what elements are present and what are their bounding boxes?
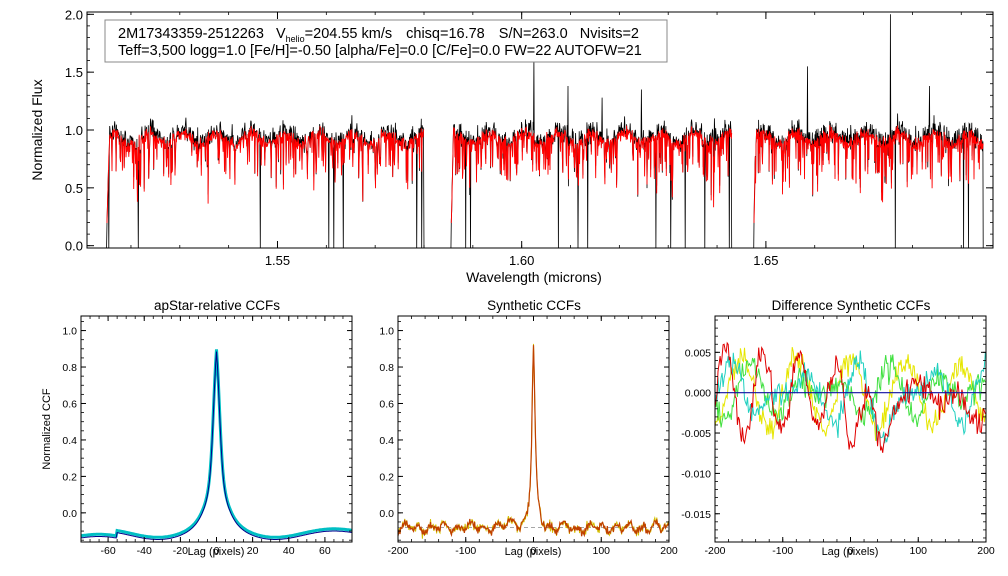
x-tick-label: -100 <box>455 545 476 557</box>
x-tick-label: -200 <box>387 545 408 557</box>
difference-ccf-plot-area <box>715 341 986 453</box>
x-tick-label: 40 <box>283 545 295 557</box>
y-tick-label: 0.4 <box>379 435 394 447</box>
y-tick-label: -0.010 <box>681 468 711 480</box>
x-tick-label: 0 <box>848 545 854 557</box>
vhelio-prefix: V <box>276 26 286 42</box>
y-tick-label: 0.5 <box>65 181 83 196</box>
spectrum-ticks: 1.55 1.60 1.65 0.0 0.5 1.0 1.5 2.0 <box>65 7 993 268</box>
synthetic-ccf-ticks: -200 -100 0 100 200 0.0 0.2 0.4 0.6 0.8 1.0 <box>379 316 678 557</box>
difference-ccf-title: Difference Synthetic CCFs <box>772 298 931 313</box>
x-tick-label: 1.65 <box>753 253 778 268</box>
vhelio-value: =204.55 km/s <box>305 26 392 42</box>
x-tick-label: 0 <box>531 545 537 557</box>
y-tick-label: 0.8 <box>379 362 394 374</box>
object-id: 2M17343359-2512263 <box>118 26 264 42</box>
nvisits-value: Nvisits=2 <box>580 26 639 42</box>
x-tick-label: 1.55 <box>265 253 290 268</box>
apstar-ccf-visit-line <box>80 349 353 539</box>
difference-ccf-axes-frame <box>714 315 987 543</box>
y-tick-label: 0.0 <box>379 508 394 520</box>
x-tick-label: 1.60 <box>509 253 534 268</box>
model-spectrum-chip-1 <box>106 125 425 223</box>
model-spectrum-chip-3 <box>753 125 984 223</box>
x-tick-label: 100 <box>592 545 610 557</box>
y-tick-label: 0.2 <box>62 471 77 483</box>
spectrum-ylabel: Normalized Flux <box>29 79 45 180</box>
synthetic-ccf-series <box>397 343 670 539</box>
x-tick-label: 0 <box>214 545 220 557</box>
apstar-ccf-series <box>80 349 353 540</box>
difference-ccf-ticks: -200 -100 0 100 200 0.005 0.000 -0.005 -0.010 -0.… <box>681 316 995 557</box>
y-tick-label: 0.0 <box>65 239 83 254</box>
x-tick-label: -100 <box>772 545 793 557</box>
spectrum-panel: 1.55 1.60 1.65 0.0 0.5 1.0 1.5 2.0 Wavelength (… <box>29 7 994 285</box>
synthetic-ccf-visit-2-line <box>397 345 670 538</box>
y-tick-label: 0.000 <box>685 388 711 400</box>
y-tick-label: 1.0 <box>379 326 394 338</box>
x-tick-label: -40 <box>137 545 152 557</box>
info-box <box>104 19 668 63</box>
difference-ccf-panel: Difference Synthetic CCFs -200 -100 0 100 20… <box>681 298 995 558</box>
x-tick-label: 200 <box>660 545 678 557</box>
spectrum-plot-area <box>106 14 984 248</box>
y-tick-label: 0.8 <box>62 362 77 374</box>
y-tick-label: 1.5 <box>65 65 83 80</box>
synthetic-ccf-visit-1-line <box>398 343 670 539</box>
difference-ccf-xlabel: Lag (pixels) <box>822 546 879 558</box>
info-line-1: 2M17343359-2512263 Vhelio=204.55 km/s ch… <box>118 26 639 44</box>
difference-ccf-diff-red-line <box>715 341 986 453</box>
x-tick-label: 100 <box>909 545 927 557</box>
y-tick-label: 1.0 <box>65 123 83 138</box>
model-spectrum-chip-2 <box>450 125 733 223</box>
vhelio-subscript: helio <box>286 34 305 44</box>
y-tick-label: 0.2 <box>379 471 394 483</box>
y-tick-label: 0.4 <box>62 435 77 447</box>
x-tick-label: 20 <box>247 545 259 557</box>
y-tick-label: 0.6 <box>62 398 77 410</box>
snr-value: S/N=263.0 <box>499 26 568 42</box>
y-tick-label: 2.0 <box>65 7 83 22</box>
apstar-ccf-ylabel: Normalized CCF <box>41 388 53 470</box>
y-tick-label: 0.6 <box>379 398 394 410</box>
spectrum-xlabel: Wavelength (microns) <box>466 269 602 285</box>
x-tick-label: -60 <box>101 545 116 557</box>
apstar-ccf-ticks: -60 -40 -20 0 20 40 60 0.0 0.2 0.4 0.6 0.8 1.0 <box>62 316 353 557</box>
synthetic-ccf-title: Synthetic CCFs <box>487 298 581 313</box>
apstar-ccf-combined-line <box>80 351 353 540</box>
y-tick-label: 0.005 <box>685 347 711 359</box>
x-tick-label: -200 <box>704 545 725 557</box>
x-tick-label: -20 <box>173 545 188 557</box>
apstar-ccf-xlabel: Lag (pixels) <box>188 546 245 558</box>
y-tick-label: -0.005 <box>681 428 711 440</box>
chisq-value: chisq=16.78 <box>406 26 485 42</box>
info-line-2: Teff=3,500 logg=1.0 [Fe/H]=-0.50 [alpha/… <box>118 43 642 59</box>
synthetic-ccf-panel: Synthetic CCFs -200 -100 0 100 200 0.0 0.2 0.4 0… <box>379 298 678 558</box>
x-tick-label: 200 <box>977 545 995 557</box>
synthetic-ccf-xlabel: Lag (pixels) <box>505 546 562 558</box>
apstar-ccf-title: apStar-relative CCFs <box>154 298 280 313</box>
difference-ccf-diff-cyan-line <box>715 350 986 444</box>
y-tick-label: -0.015 <box>681 509 711 521</box>
x-tick-label: 60 <box>319 545 331 557</box>
y-tick-label: 0.0 <box>62 508 77 520</box>
difference-ccf-series <box>715 341 986 453</box>
apstar-ccf-panel: apStar-relative CCFs -60 -40 -20 0 20 40 60 0.0… <box>41 298 353 558</box>
spectrum-series <box>106 14 984 248</box>
y-tick-label: 1.0 <box>62 326 77 338</box>
